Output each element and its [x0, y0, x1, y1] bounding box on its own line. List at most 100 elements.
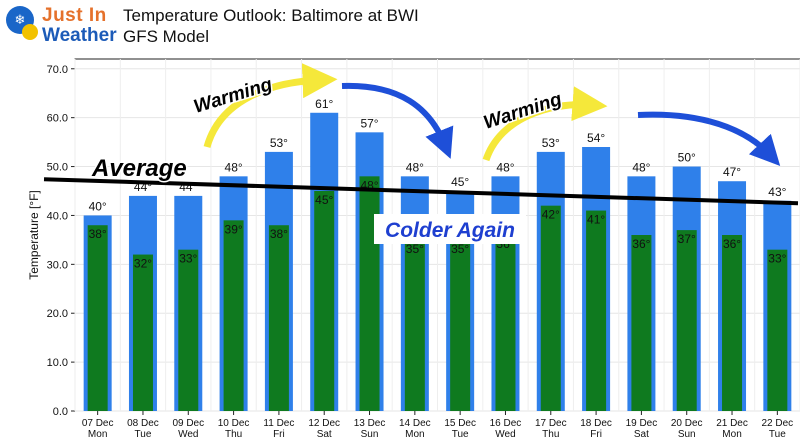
bar-low: [223, 220, 244, 411]
data-label-high: 48°: [496, 160, 514, 174]
x-tick-label-date: 19 Dec: [626, 418, 658, 429]
bar-low: [631, 235, 652, 411]
chart-title-line-1: Temperature Outlook: Baltimore at BWI: [123, 6, 419, 25]
data-label-high: 50°: [678, 151, 696, 165]
chart-title-line-2: GFS Model: [123, 27, 209, 46]
colder-arrow: [341, 82, 454, 159]
x-tick-label-date: 18 Dec: [580, 418, 612, 429]
average-label: Average: [91, 155, 187, 182]
x-tick-label-date: 09 Dec: [172, 418, 204, 429]
x-tick-label-date: 07 Dec: [82, 418, 114, 429]
data-label-low: 37°: [678, 232, 696, 246]
bar-low: [268, 225, 289, 411]
data-label-high: 48°: [225, 160, 243, 174]
data-label-low: 33°: [179, 252, 197, 266]
x-tick-label-date: 21 Dec: [716, 418, 748, 429]
data-label-low: 35°: [406, 242, 424, 256]
data-label-low: 39°: [225, 222, 243, 236]
data-label-high: 45°: [451, 175, 469, 189]
x-tick-label-day: Tue: [452, 429, 469, 439]
bar-low: [722, 235, 743, 411]
brand-logo: ❄ Just In Weather: [4, 4, 117, 48]
data-label-high: 54°: [587, 131, 605, 145]
y-tick-label: 20.0: [47, 308, 68, 320]
y-tick-label: 30.0: [47, 259, 68, 271]
data-label-high: 61°: [315, 97, 333, 111]
bar-low: [178, 249, 199, 411]
bar-low: [495, 235, 516, 411]
y-tick-label: 60.0: [47, 113, 68, 125]
x-tick-label-date: 12 Dec: [308, 418, 340, 429]
x-tick-label-day: Mon: [722, 429, 741, 439]
x-tick-label-day: Sun: [361, 429, 379, 439]
data-label-low: 45°: [315, 193, 333, 207]
colder-arrow: [637, 111, 781, 167]
data-label-low: 36°: [632, 237, 650, 251]
x-tick-label-day: Mon: [405, 429, 424, 439]
x-tick-label-date: 22 Dec: [762, 418, 794, 429]
chart-title: Temperature Outlook: Baltimore at BWI GF…: [123, 5, 419, 47]
data-label-high: 53°: [542, 136, 560, 150]
y-axis-label: Temperature [°F]: [27, 190, 41, 280]
bar-low: [586, 210, 607, 411]
x-tick-label-day: Fri: [590, 429, 602, 439]
bar-low: [676, 230, 697, 411]
bar-low: [540, 205, 561, 411]
x-tick-label-date: 20 Dec: [671, 418, 703, 429]
colder-again-label: Colder Again: [385, 219, 515, 242]
x-tick-label-date: 10 Dec: [218, 418, 250, 429]
x-tick-label-day: Fri: [273, 429, 285, 439]
warming-arrow: [482, 86, 608, 162]
logo-line-2: Weather: [42, 25, 117, 46]
data-label-low: 38°: [89, 227, 107, 241]
y-tick-label: 70.0: [47, 64, 68, 76]
x-tick-label-day: Tue: [769, 429, 786, 439]
x-tick-label-date: 14 Dec: [399, 418, 431, 429]
bar-low: [87, 225, 108, 411]
snowflake-icon: ❄: [6, 6, 34, 34]
y-tick-label: 40.0: [47, 210, 68, 222]
x-tick-label-day: Wed: [495, 429, 515, 439]
data-label-low: 38°: [270, 227, 288, 241]
bar-low: [359, 176, 380, 411]
x-tick-label-date: 17 Dec: [535, 418, 567, 429]
data-label-low: 36°: [723, 237, 741, 251]
bar-low: [450, 239, 471, 411]
data-label-low: 42°: [542, 208, 560, 222]
x-tick-label-day: Tue: [135, 429, 152, 439]
y-tick-label: 10.0: [47, 357, 68, 369]
x-tick-label-day: Thu: [225, 429, 242, 439]
y-tick-label: 0.0: [53, 406, 68, 418]
bar-low: [314, 191, 335, 411]
warming-arrow: [203, 63, 338, 149]
x-tick-label-day: Wed: [178, 429, 198, 439]
data-label-low: 35°: [451, 242, 469, 256]
x-tick-label-day: Sun: [678, 429, 696, 439]
data-label-high: 48°: [406, 160, 424, 174]
data-label-low: 33°: [768, 252, 786, 266]
logo-line-1: Just In: [42, 5, 107, 26]
average-line: [43, 177, 799, 206]
data-label-high: 53°: [270, 136, 288, 150]
data-label-high: 57°: [360, 116, 378, 130]
x-tick-label-date: 13 Dec: [354, 418, 386, 429]
bar-low: [404, 239, 425, 411]
bar-low: [767, 249, 788, 411]
y-tick-label: 50.0: [47, 162, 68, 174]
bar-low: [132, 254, 153, 411]
data-label-high: 40°: [89, 199, 107, 213]
data-label-high: 43°: [768, 185, 786, 199]
x-tick-label-day: Mon: [88, 429, 107, 439]
x-tick-label-date: 16 Dec: [490, 418, 522, 429]
x-tick-label-day: Thu: [542, 429, 559, 439]
x-tick-label-date: 11 Dec: [263, 418, 294, 429]
colder-label-box: [374, 214, 526, 244]
data-label-high: 48°: [632, 160, 650, 174]
x-tick-label-day: Sat: [634, 429, 649, 439]
x-tick-label-day: Sat: [317, 429, 332, 439]
x-tick-label-date: 08 Dec: [127, 418, 159, 429]
data-label-high: 47°: [723, 165, 741, 179]
data-label-low: 41°: [587, 213, 605, 227]
x-tick-label-date: 15 Dec: [444, 418, 476, 429]
